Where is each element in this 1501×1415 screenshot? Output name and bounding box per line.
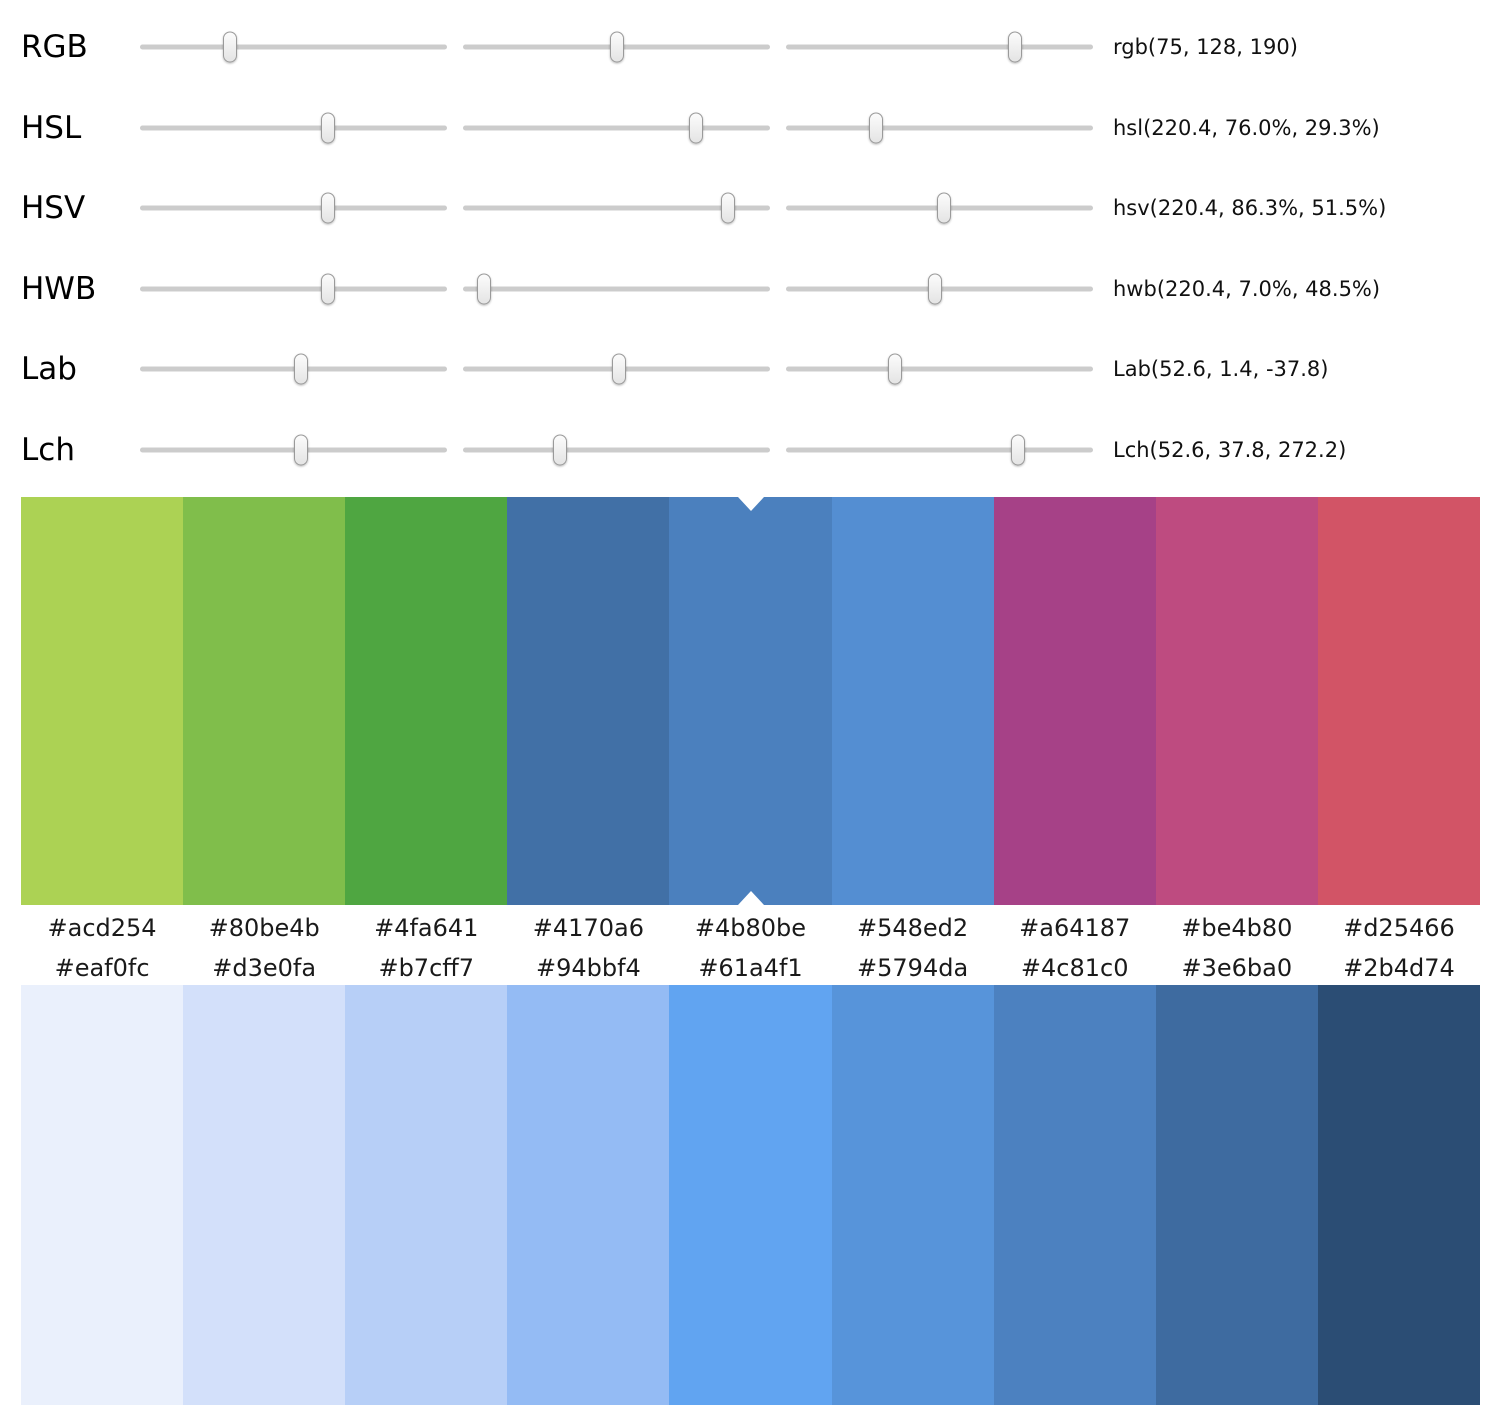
rgb-slider-thumb-2[interactable] <box>610 31 625 63</box>
colorspace-label-rgb: RGB <box>21 29 88 66</box>
slider-row-rgb: RGB rgb(75, 128, 190) <box>21 7 1501 88</box>
lab-slider-thumb-3[interactable] <box>887 353 902 385</box>
rgb-slider-track-1[interactable] <box>140 30 447 64</box>
palette-swatch[interactable] <box>1317 985 1480 1405</box>
swatch-hex-label: #80be4b <box>208 914 320 942</box>
swatch-hex-label: #4fa641 <box>374 914 479 942</box>
hsl-slider-thumb-1[interactable] <box>320 112 335 144</box>
swatch-hex-label: #d3e0fa <box>212 954 317 982</box>
swatch-hex-label: #94bbf4 <box>535 954 641 982</box>
swatch-hex-label: #4c81c0 <box>1020 954 1129 982</box>
lch-slider-track-2[interactable] <box>463 433 770 467</box>
hwb-slider-track-2[interactable] <box>463 272 770 306</box>
swatch-hex-label: #3e6ba0 <box>1181 954 1293 982</box>
palette-swatch[interactable] <box>1317 497 1480 905</box>
colorspace-label-hwb: HWB <box>21 270 97 307</box>
swatch-hex-label: #eaf0fc <box>54 954 150 982</box>
slider-row-lab: Lab Lab(52.6, 1.4, -37.8) <box>21 329 1501 410</box>
tint-palette-strip <box>21 985 1480 1405</box>
palette-section <box>0 497 1501 905</box>
hue-palette-strip <box>21 497 1480 905</box>
lab-value-text: Lab(52.6, 1.4, -37.8) <box>1113 357 1329 382</box>
hsl-slider-thumb-3[interactable] <box>868 112 883 144</box>
hsl-slider-track-2[interactable] <box>463 111 770 145</box>
colorspace-label-hsl: HSL <box>21 109 82 146</box>
rgb-slider-thumb-3[interactable] <box>1007 31 1022 63</box>
lch-value-text: Lch(52.6, 37.8, 272.2) <box>1113 437 1347 462</box>
slider-row-hsl: HSL hsl(220.4, 76.0%, 29.3%) <box>21 88 1501 169</box>
swatch-hex-label: #548ed2 <box>857 914 969 942</box>
hwb-slider-thumb-3[interactable] <box>927 273 942 305</box>
swatch-hex-label: #4b80be <box>694 914 807 942</box>
tint-palette-section <box>0 985 1501 1405</box>
hsv-slider-thumb-2[interactable] <box>720 192 735 224</box>
colorspace-label-hsv: HSV <box>21 190 86 227</box>
slider-row-hsv: HSV hsv(220.4, 86.3%, 51.5%) <box>21 168 1501 249</box>
colorspace-label-lab: Lab <box>21 351 77 388</box>
lch-slider-thumb-3[interactable] <box>1011 434 1026 466</box>
palette-swatch[interactable] <box>345 985 508 1405</box>
selection-notch-bottom <box>737 891 764 905</box>
palette-swatch[interactable] <box>183 497 346 905</box>
hsv-value-text: hsv(220.4, 86.3%, 51.5%) <box>1113 196 1387 221</box>
hsv-slider-track-1[interactable] <box>140 191 447 225</box>
hsv-slider-track-3[interactable] <box>786 191 1093 225</box>
hwb-slider-track-3[interactable] <box>786 272 1093 306</box>
lch-slider-track-3[interactable] <box>786 433 1093 467</box>
palette-swatch[interactable] <box>669 985 832 1405</box>
swatch-hex-label: #5794da <box>857 954 969 982</box>
hwb-value-text: hwb(220.4, 7.0%, 48.5%) <box>1113 276 1381 301</box>
colorspace-sliders: RGB rgb(75, 128, 190) HSL hsl(220.4, 76.… <box>0 0 1501 490</box>
tint-palette-labels: #eaf0fc #d3e0fa #b7cff7 #94bbf4 #61a4f1 #5794… <box>0 951 1501 985</box>
rgb-value-text: rgb(75, 128, 190) <box>1113 35 1298 60</box>
lch-slider-thumb-2[interactable] <box>552 434 567 466</box>
hsv-slider-thumb-1[interactable] <box>320 192 335 224</box>
swatch-hex-label: #61a4f1 <box>698 954 803 982</box>
palette-swatch[interactable] <box>1155 497 1318 905</box>
selection-notch-top <box>737 497 764 511</box>
palette-swatch[interactable] <box>669 497 832 905</box>
palette-swatch[interactable] <box>21 985 184 1405</box>
swatch-hex-label: #be4b80 <box>1181 914 1293 942</box>
lab-slider-track-2[interactable] <box>463 352 770 386</box>
rgb-slider-thumb-1[interactable] <box>223 31 238 63</box>
hsl-value-text: hsl(220.4, 76.0%, 29.3%) <box>1113 115 1380 140</box>
lab-slider-track-1[interactable] <box>140 352 447 386</box>
hsl-slider-track-1[interactable] <box>140 111 447 145</box>
rgb-slider-track-2[interactable] <box>463 30 770 64</box>
slider-row-hwb: HWB hwb(220.4, 7.0%, 48.5%) <box>21 249 1501 330</box>
lch-slider-track-1[interactable] <box>140 433 447 467</box>
rgb-slider-track-3[interactable] <box>786 30 1093 64</box>
hwb-slider-track-1[interactable] <box>140 272 447 306</box>
lab-slider-track-3[interactable] <box>786 352 1093 386</box>
palette-swatch[interactable] <box>1155 985 1318 1405</box>
lch-slider-thumb-1[interactable] <box>294 434 309 466</box>
hsv-slider-thumb-3[interactable] <box>937 192 952 224</box>
palette-swatch[interactable] <box>993 985 1156 1405</box>
swatch-hex-label: #acd254 <box>47 914 157 942</box>
palette-swatch[interactable] <box>831 497 994 905</box>
swatch-hex-label: #a64187 <box>1019 914 1131 942</box>
swatch-hex-label: #d25466 <box>1343 914 1455 942</box>
colorspace-label-lch: Lch <box>21 431 75 468</box>
palette-swatch[interactable] <box>21 497 184 905</box>
swatch-hex-label: #4170a6 <box>532 914 644 942</box>
hsl-slider-track-3[interactable] <box>786 111 1093 145</box>
lab-slider-thumb-1[interactable] <box>294 353 309 385</box>
palette-swatch[interactable] <box>507 497 670 905</box>
palette-swatch[interactable] <box>831 985 994 1405</box>
swatch-hex-label: #b7cff7 <box>378 954 475 982</box>
swatch-hex-label: #2b4d74 <box>1343 954 1455 982</box>
palette-swatch[interactable] <box>345 497 508 905</box>
hsl-slider-thumb-2[interactable] <box>689 112 704 144</box>
palette-swatch[interactable] <box>183 985 346 1405</box>
palette-swatch[interactable] <box>993 497 1156 905</box>
palette-swatch[interactable] <box>507 985 670 1405</box>
slider-row-lch: Lch Lch(52.6, 37.8, 272.2) <box>21 410 1501 491</box>
hsv-slider-track-2[interactable] <box>463 191 770 225</box>
hwb-slider-thumb-2[interactable] <box>477 273 492 305</box>
lab-slider-thumb-2[interactable] <box>611 353 626 385</box>
hwb-slider-thumb-1[interactable] <box>320 273 335 305</box>
hue-palette-labels: #acd254 #80be4b #4fa641 #4170a6 #4b80be #548e… <box>0 905 1501 951</box>
